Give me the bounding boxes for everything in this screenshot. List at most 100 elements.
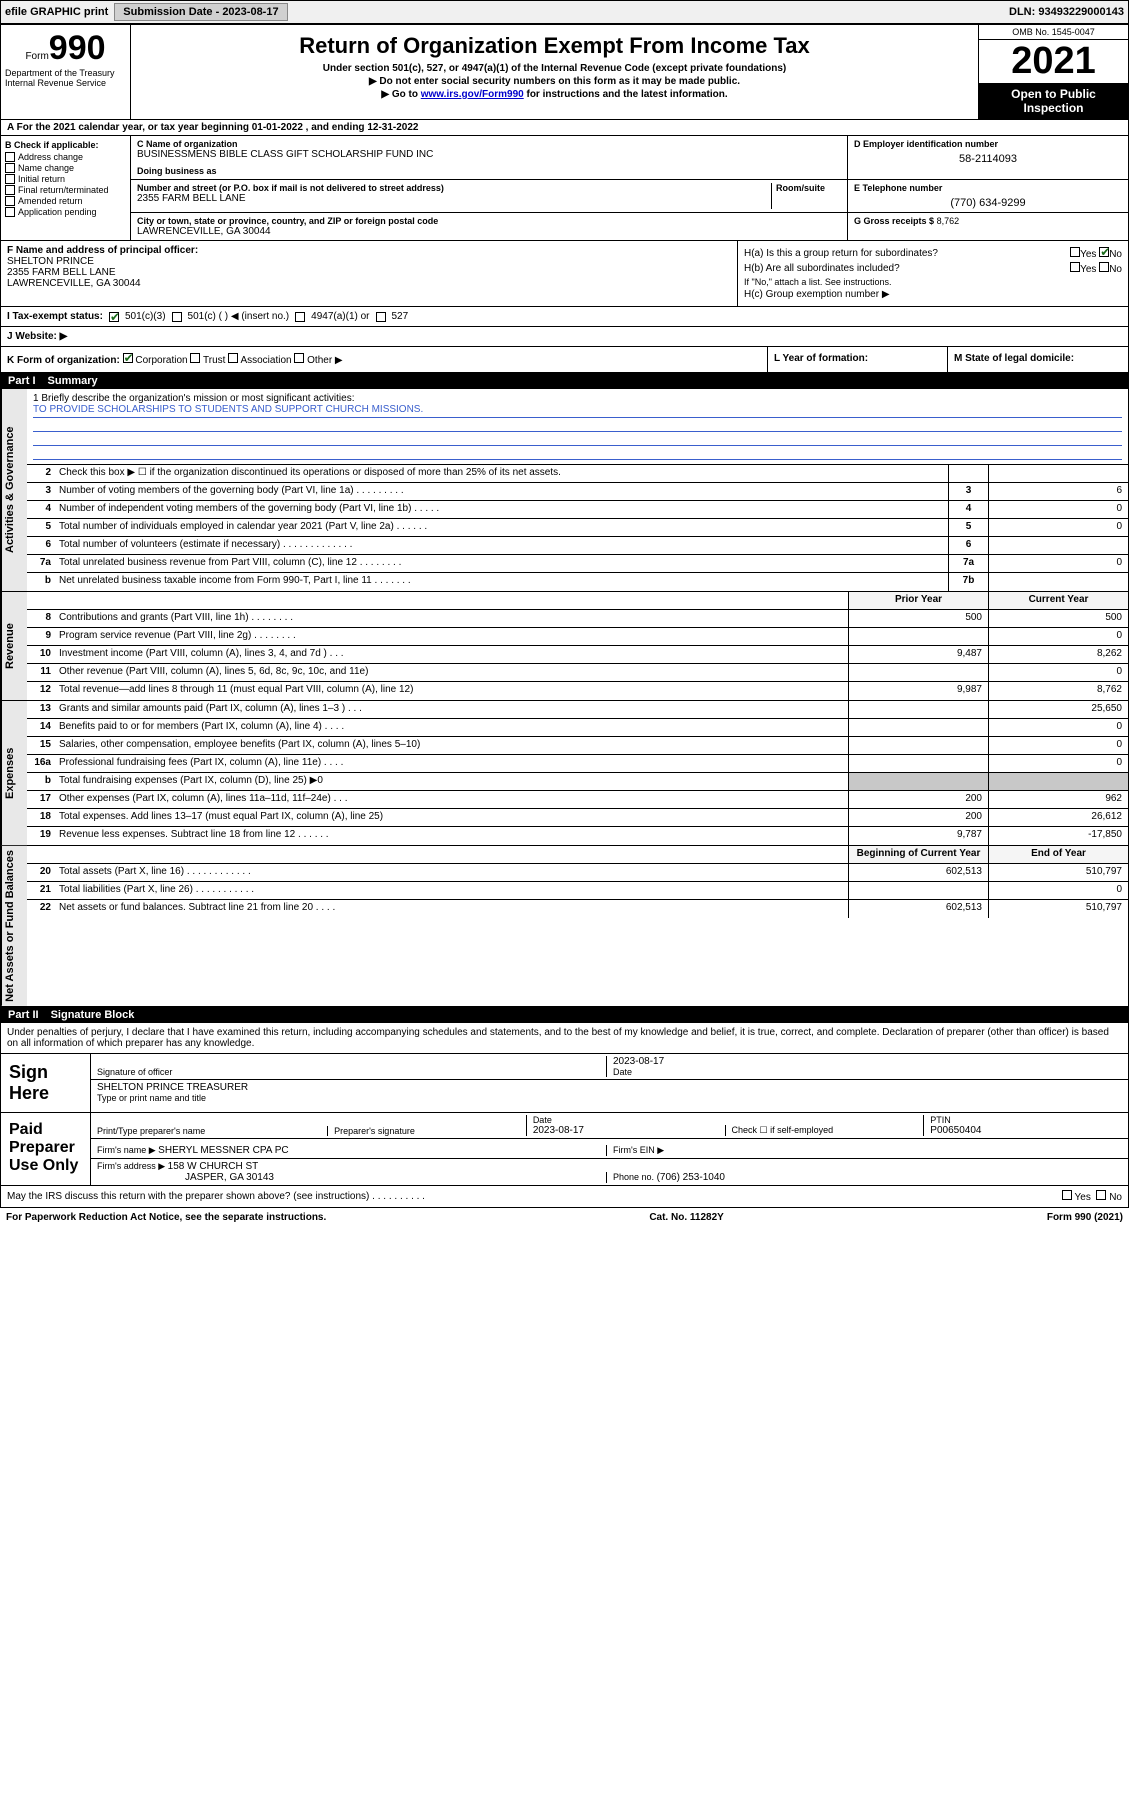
summary-line: 6Total number of volunteers (estimate if… [27,537,1128,555]
officer-name-title: SHELTON PRINCE TREASURERType or print na… [97,1082,1122,1103]
summary-line: 14Benefits paid to or for members (Part … [27,719,1128,737]
expenses-section: Expenses 13Grants and similar amounts pa… [0,701,1129,846]
summary-line: 15Salaries, other compensation, employee… [27,737,1128,755]
c-name-block: C Name of organization BUSINESSMENS BIBL… [131,136,848,179]
summary-line: 20Total assets (Part X, line 16) . . . .… [27,864,1128,882]
summary-line: 8Contributions and grants (Part VIII, li… [27,610,1128,628]
subtitle-1: Under section 501(c), 527, or 4947(a)(1)… [139,63,970,74]
efile-topbar: efile GRAPHIC print Submission Date - 20… [0,0,1129,25]
k-assoc[interactable] [228,353,238,363]
summary-line: 13Grants and similar amounts paid (Part … [27,701,1128,719]
sign-here-label: Sign Here [1,1054,91,1112]
line-a: A For the 2021 calendar year, or tax yea… [0,120,1129,136]
form-identifier: Form990 Department of the Treasury Inter… [1,25,131,119]
chk-name-change[interactable]: Name change [5,163,126,173]
summary-line: 10Investment income (Part VIII, column (… [27,646,1128,664]
summary-line: 19Revenue less expenses. Subtract line 1… [27,827,1128,845]
dept-label: Department of the Treasury Internal Reve… [5,68,126,88]
i-4947[interactable] [295,312,305,322]
governance-section: Activities & Governance 1 Briefly descri… [0,389,1129,592]
city-state-zip: LAWRENCEVILLE, GA 30044 [137,226,841,237]
firm-address: Firm's address ▶ 158 W CHURCH STJASPER, … [97,1161,606,1183]
net-assets-section: Net Assets or Fund Balances Beginning of… [0,846,1129,1007]
g-gross-receipts: G Gross receipts $ 8,762 [848,213,1128,240]
hb-yes[interactable] [1070,262,1080,272]
k-corp[interactable] [123,353,133,363]
i-501c3[interactable] [109,312,119,322]
ha-no[interactable] [1099,247,1109,257]
chk-initial-return[interactable]: Initial return [5,174,126,184]
form-header: Form990 Department of the Treasury Inter… [0,25,1129,120]
vtab-net-assets: Net Assets or Fund Balances [1,846,27,1006]
chk-amended[interactable]: Amended return [5,196,126,206]
form-version: Form 990 (2021) [1047,1212,1123,1223]
officer-signature[interactable]: Signature of officer [97,1056,606,1077]
summary-line: bTotal fundraising expenses (Part IX, co… [27,773,1128,791]
summary-line: 7aTotal unrelated business revenue from … [27,555,1128,573]
revenue-section: Revenue Prior Year Current Year 8Contrib… [0,592,1129,701]
ha-yes[interactable] [1070,247,1080,257]
org-name: BUSINESSMENS BIBLE CLASS GIFT SCHOLARSHI… [137,149,841,160]
preparer-date: Date2023-08-17 [526,1115,725,1136]
summary-line: 5Total number of individuals employed in… [27,519,1128,537]
firm-name: Firm's name ▶ SHERYL MESSNER CPA PC [97,1145,606,1156]
submission-date-button[interactable]: Submission Date - 2023-08-17 [114,3,287,21]
summary-line: 3Number of voting members of the governi… [27,483,1128,501]
paid-preparer-label: Paid Preparer Use Only [1,1113,91,1185]
paid-preparer-block: Paid Preparer Use Only Print/Type prepar… [0,1113,1129,1186]
form-title: Return of Organization Exempt From Incom… [139,33,970,59]
firm-ein: Firm's EIN ▶ [606,1145,1122,1156]
preparer-name: Print/Type preparer's name [97,1126,327,1136]
i-501c[interactable] [172,312,182,322]
k-other[interactable] [294,353,304,363]
mission-text: TO PROVIDE SCHOLARSHIPS TO STUDENTS AND … [33,404,1122,418]
part-2-header: Part II Signature Block [0,1007,1129,1023]
k-form-org: K Form of organization: Corporation Trus… [1,347,768,372]
summary-line: 17Other expenses (Part IX, column (A), l… [27,791,1128,809]
summary-line: 21Total liabilities (Part X, line 26) . … [27,882,1128,900]
chk-app-pending[interactable]: Application pending [5,207,126,217]
preparer-signature[interactable]: Preparer's signature [327,1126,526,1136]
form-prefix: Form [25,51,48,62]
l-year-formation: L Year of formation: [768,347,948,372]
omb-number: OMB No. 1545-0047 [979,25,1128,40]
b-header: B Check if applicable: [5,140,126,150]
gross-receipts-value: 8,762 [937,216,960,226]
i-527[interactable] [376,312,386,322]
vtab-expenses: Expenses [1,701,27,845]
summary-line: 4Number of independent voting members of… [27,501,1128,519]
m-state-domicile: M State of legal domicile: [948,347,1128,372]
f-officer: F Name and address of principal officer:… [1,241,738,306]
discuss-yes[interactable] [1062,1190,1072,1200]
part-1-header: Part I Summary [0,373,1129,389]
phone-value: (770) 634-9299 [854,197,1122,209]
sign-date: 2023-08-17Date [606,1056,1122,1077]
k-trust[interactable] [190,353,200,363]
line-j-website: J Website: ▶ [0,327,1129,347]
discuss-no[interactable] [1096,1190,1106,1200]
d-ein-block: D Employer identification number 58-2114… [848,136,1128,179]
summary-line: 18Total expenses. Add lines 13–17 (must … [27,809,1128,827]
officer-name: SHELTON PRINCE [7,256,731,267]
cat-no: Cat. No. 11282Y [326,1212,1047,1223]
chk-address-change[interactable]: Address change [5,152,126,162]
hb-no[interactable] [1099,262,1109,272]
col-b-checkboxes: B Check if applicable: Address change Na… [1,136,131,240]
pycy-header: Prior Year Current Year [27,592,1128,610]
summary-line: 11Other revenue (Part VIII, column (A), … [27,664,1128,682]
vtab-governance: Activities & Governance [1,389,27,591]
officer-addr1: 2355 FARM BELL LANE [7,267,731,278]
penalties-statement: Under penalties of perjury, I declare th… [0,1023,1129,1054]
vtab-revenue: Revenue [1,592,27,700]
irs-link[interactable]: www.irs.gov/Form990 [421,89,524,100]
paperwork-notice: For Paperwork Reduction Act Notice, see … [6,1212,326,1223]
subtitle-2: ▶ Do not enter social security numbers o… [139,76,970,87]
mission-block: 1 Briefly describe the organization's mi… [27,389,1128,465]
chk-final-return[interactable]: Final return/terminated [5,185,126,195]
form-number: 990 [49,29,106,67]
e-phone-block: E Telephone number (770) 634-9299 [848,180,1128,212]
summary-line: 12Total revenue—add lines 8 through 11 (… [27,682,1128,700]
preparer-self-emp[interactable]: Check ☐ if self-employed [725,1125,924,1136]
subtitle-3: ▶ Go to www.irs.gov/Form990 for instruct… [139,89,970,100]
summary-line: 9Program service revenue (Part VIII, lin… [27,628,1128,646]
